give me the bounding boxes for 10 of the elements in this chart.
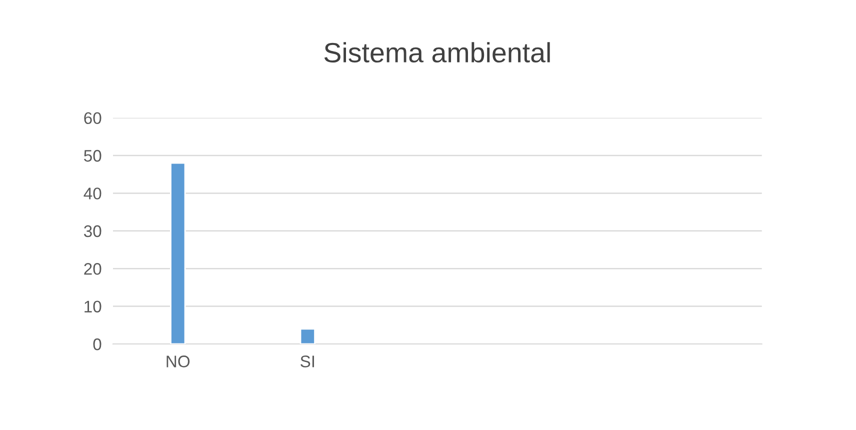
y-tick-label: 10 [84, 300, 102, 313]
y-tick-label: 30 [84, 225, 102, 238]
chart-title: Sistema ambiental [324, 42, 550, 63]
x-tick-label: SI [300, 356, 314, 368]
y-tick-label: 50 [84, 150, 102, 162]
y-tick-label: 60 [84, 112, 102, 124]
y-tick-label: 0 [93, 338, 102, 350]
y-tick-label: 20 [84, 263, 102, 275]
y-tick-label: 40 [84, 188, 102, 200]
x-tick-label: NO [166, 356, 190, 368]
